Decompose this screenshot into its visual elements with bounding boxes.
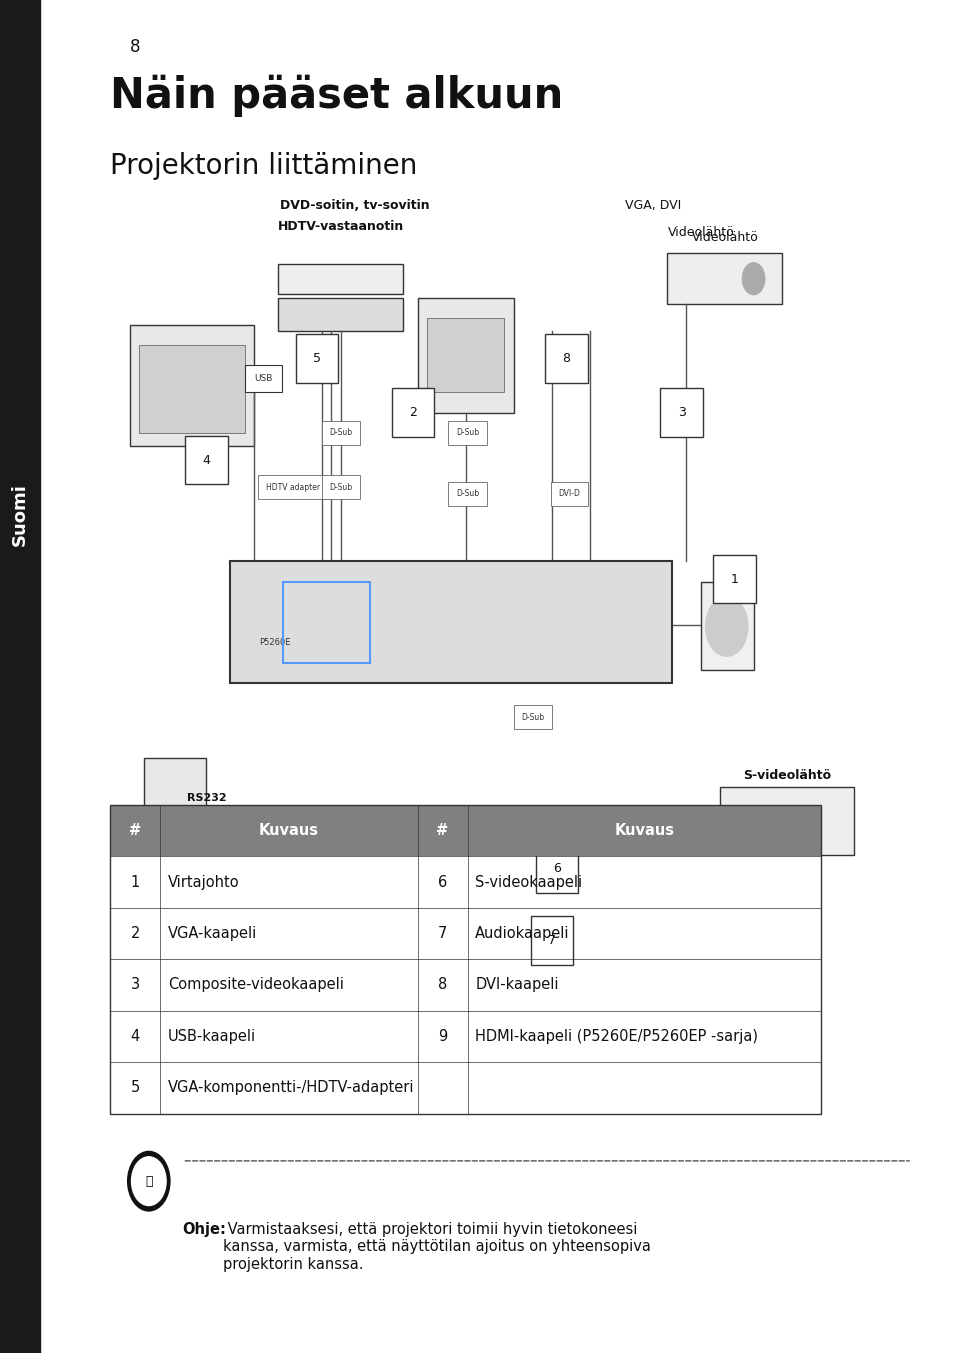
Text: 2: 2	[131, 925, 140, 942]
Text: 1: 1	[131, 874, 140, 890]
FancyBboxPatch shape	[660, 388, 703, 437]
Bar	[110, 856, 821, 908]
FancyBboxPatch shape	[713, 555, 756, 603]
FancyBboxPatch shape	[392, 388, 434, 437]
FancyBboxPatch shape	[545, 334, 588, 383]
Text: 1: 1	[731, 572, 738, 586]
Text: 6: 6	[553, 862, 561, 875]
Text: 9: 9	[438, 1028, 447, 1045]
Text: HDTV-vastaanotin: HDTV-vastaanotin	[277, 219, 404, 233]
Text: 6: 6	[438, 874, 447, 890]
Circle shape	[132, 1157, 166, 1206]
FancyBboxPatch shape	[130, 325, 254, 446]
Text: 7: 7	[438, 925, 447, 942]
Circle shape	[128, 1151, 170, 1211]
Text: S-videokaapeli: S-videokaapeli	[475, 874, 583, 890]
Text: Näin pääset alkuun: Näin pääset alkuun	[110, 74, 564, 116]
Text: HDTV adapter: HDTV adapter	[266, 483, 320, 491]
Text: #: #	[130, 823, 141, 839]
FancyBboxPatch shape	[418, 298, 514, 413]
Text: #: #	[437, 823, 448, 839]
FancyBboxPatch shape	[296, 334, 338, 383]
Bar	[110, 1011, 821, 1062]
FancyBboxPatch shape	[278, 264, 403, 294]
Bar	[110, 908, 821, 959]
Text: 8: 8	[130, 38, 140, 55]
Bar	[110, 805, 821, 1114]
Text: Varmistaaksesi, että projektori toimii hyvin tietokoneesi
kanssa, varmista, että: Varmistaaksesi, että projektori toimii h…	[223, 1222, 651, 1272]
Bar	[110, 959, 821, 1011]
Text: 3: 3	[131, 977, 140, 993]
Text: 8: 8	[438, 977, 447, 993]
FancyBboxPatch shape	[278, 298, 403, 331]
Text: Videolähtö: Videolähtö	[691, 230, 758, 244]
Text: Projektorin liittäminen: Projektorin liittäminen	[110, 152, 418, 180]
Text: D-Sub: D-Sub	[456, 490, 479, 498]
Text: Kuvaus: Kuvaus	[614, 823, 674, 839]
FancyBboxPatch shape	[230, 561, 672, 683]
Text: Composite-videokaapeli: Composite-videokaapeli	[168, 977, 344, 993]
Text: 4: 4	[203, 453, 210, 467]
Circle shape	[742, 262, 765, 295]
Text: D-Sub: D-Sub	[521, 713, 544, 721]
FancyBboxPatch shape	[667, 253, 782, 304]
FancyBboxPatch shape	[427, 318, 504, 392]
Text: HDMI-kaapeli (P5260E/P5260EP -sarja): HDMI-kaapeli (P5260E/P5260EP -sarja)	[475, 1028, 758, 1045]
FancyBboxPatch shape	[531, 916, 573, 965]
Text: Virtajohto: Virtajohto	[168, 874, 240, 890]
Bar	[110, 1062, 821, 1114]
Circle shape	[706, 597, 748, 656]
Text: DVD-soitin, tv-sovitin: DVD-soitin, tv-sovitin	[280, 199, 430, 212]
Text: Videolähtö: Videolähtö	[667, 226, 734, 239]
Text: VGA-kaapeli: VGA-kaapeli	[168, 925, 257, 942]
Text: DVI-kaapeli: DVI-kaapeli	[475, 977, 559, 993]
Text: VGA, DVI: VGA, DVI	[625, 199, 681, 212]
FancyBboxPatch shape	[701, 582, 754, 670]
FancyBboxPatch shape	[720, 787, 854, 855]
Text: Ohje:: Ohje:	[182, 1222, 227, 1237]
Text: P5260E: P5260E	[259, 639, 291, 647]
FancyBboxPatch shape	[139, 345, 245, 433]
Text: D-Sub: D-Sub	[329, 429, 352, 437]
Bar	[0, 0, 40, 1353]
Text: Suomi: Suomi	[12, 483, 29, 545]
Text: D-Sub: D-Sub	[456, 429, 479, 437]
Text: 5: 5	[313, 352, 321, 365]
Text: USB: USB	[254, 375, 273, 383]
Text: USB-kaapeli: USB-kaapeli	[168, 1028, 256, 1045]
Text: 🔑: 🔑	[145, 1174, 153, 1188]
Text: Kuvaus: Kuvaus	[259, 823, 319, 839]
Text: 2: 2	[409, 406, 417, 419]
Text: D-Sub: D-Sub	[329, 483, 352, 491]
Text: 4: 4	[131, 1028, 140, 1045]
FancyBboxPatch shape	[536, 844, 578, 893]
Text: DVI-D: DVI-D	[559, 490, 580, 498]
Text: 3: 3	[678, 406, 685, 419]
Text: 5: 5	[131, 1080, 140, 1096]
Text: Audiokaapeli: Audiokaapeli	[475, 925, 569, 942]
Text: 8: 8	[563, 352, 570, 365]
Text: VGA-komponentti-/HDTV-adapteri: VGA-komponentti-/HDTV-adapteri	[168, 1080, 415, 1096]
FancyBboxPatch shape	[185, 436, 228, 484]
Text: S-videolähtö: S-videolähtö	[743, 769, 831, 782]
FancyBboxPatch shape	[144, 758, 206, 873]
Bar	[110, 805, 821, 856]
Text: 7: 7	[548, 934, 556, 947]
Text: RS232: RS232	[187, 793, 227, 804]
